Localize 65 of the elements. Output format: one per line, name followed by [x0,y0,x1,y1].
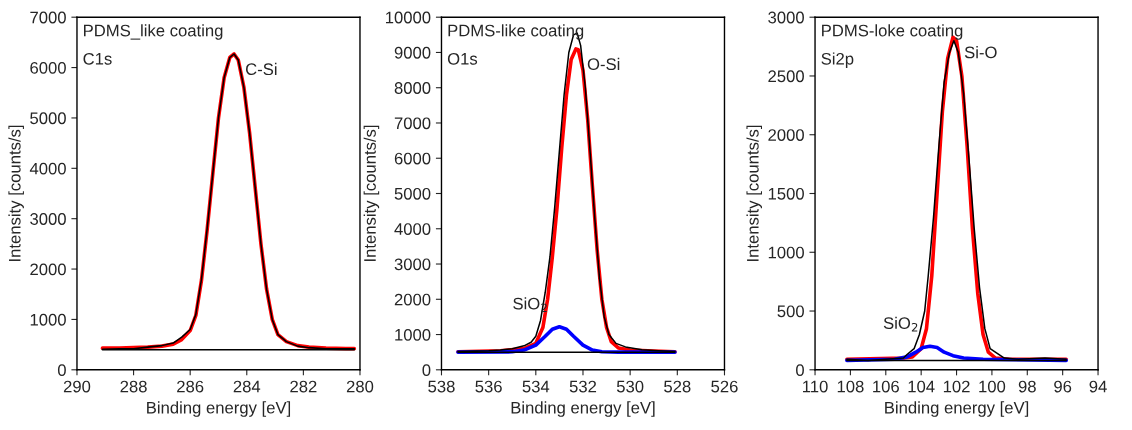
x-tick-label: 102 [943,380,970,393]
y-tick-label: 10000 [385,11,431,24]
x-tick-label: 536 [475,380,502,393]
y-tick-label: 5000 [30,112,66,125]
y-tick-label: 2000 [768,129,804,141]
annotation: Si2p [821,52,854,68]
y-tick-label: 500 [777,305,804,318]
y-axis-title: Intensity [counts/s] [746,125,762,261]
x-tick-label: 96 [1054,380,1072,393]
y-tick-label: 1000 [395,328,431,341]
x-tick-label: 110 [803,380,828,393]
annotation: Si-O [964,46,997,59]
x-tick-label: 284 [233,380,261,393]
x-tick-label: 526 [711,380,738,393]
x-tick-label: 282 [290,380,317,393]
x-tick-label: 94 [1089,380,1107,393]
y-tick-label: 3000 [768,11,804,24]
y-tick-label: 1500 [768,187,804,200]
y-tick-label: 2000 [394,293,431,306]
y-tick-label: 0 [57,364,66,376]
y-tick-label: 2500 [768,70,804,83]
y-tick-label: 3000 [394,258,431,271]
y-tick-label: 2000 [30,263,66,276]
x-tick-label: 100 [979,380,1006,393]
y-tick-label: 8000 [394,82,431,94]
annotation: PDMS_like coating [84,24,223,40]
annotation: PDMS-loke coating [822,24,963,40]
y-tick-label: 3000 [30,213,66,225]
x-tick-label: 290 [63,380,91,393]
x-tick-label: 104 [908,380,935,393]
annotation: SiO$_{2}$ [883,316,918,332]
y-tick-label: 4000 [29,162,66,175]
x-tick-label: 534 [522,380,550,393]
annotation: O-Si [587,57,620,71]
x-tick-label: 532 [569,380,597,393]
x-tick-label: 98 [1018,380,1036,393]
annotation: C1s [83,52,112,65]
y-tick-label: 0 [422,364,431,376]
y-tick-label: 1000 [30,313,66,326]
x-tick-label: 530 [616,380,644,393]
y-tick-label: 6000 [394,152,431,165]
x-axis-title: Binding energy [eV] [511,401,655,417]
annotation: PDMS-like coating [448,24,584,40]
x-axis-title: Binding energy [eV] [885,401,1029,417]
annotation: O1s [447,52,478,65]
x-tick-label: 280 [346,380,374,393]
x-tick-label: 528 [664,380,691,393]
annotation: C-Si [246,62,277,76]
x-tick-label: 288 [120,380,147,393]
x-tick-label: 108 [837,380,864,393]
y-axis-title: Intensity [counts/s] [363,125,380,261]
x-tick-label: 106 [873,380,899,393]
y-tick-label: 4000 [394,223,431,235]
y-tick-label: 6000 [30,61,66,74]
x-axis-title: Binding energy [eV] [147,401,291,417]
y-tick-label: 1000 [768,246,804,259]
x-tick-label: 538 [428,380,455,393]
y-tick-label: 5000 [394,187,431,200]
y-tick-label: 9000 [394,46,431,59]
y-tick-label: 7000 [30,11,66,24]
x-tick-label: 286 [177,380,204,393]
y-tick-label: 7000 [394,117,431,130]
annotation: SiO$_{2}$ [513,297,547,313]
y-axis-title: Intensity [counts/s] [8,125,24,261]
y-tick-label: 0 [796,364,804,376]
